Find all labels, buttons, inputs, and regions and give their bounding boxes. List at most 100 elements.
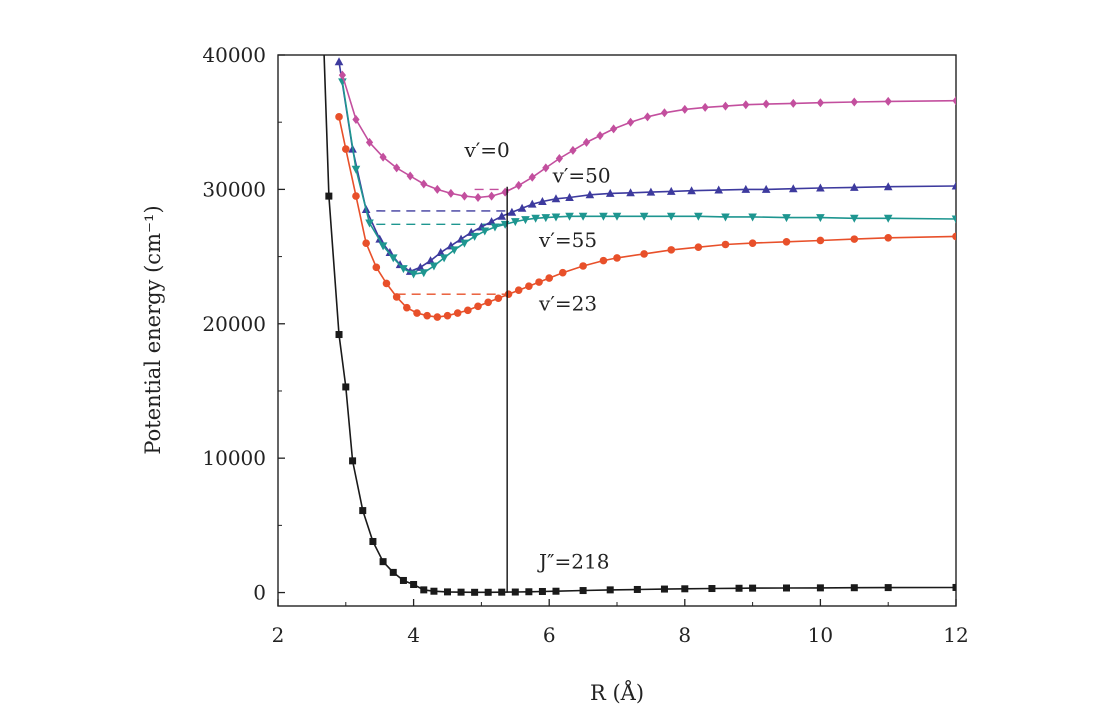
y-tick-label: 30000 (202, 177, 266, 201)
data-point (850, 235, 859, 243)
data-point (474, 192, 482, 202)
data-point (542, 163, 550, 173)
data-point (351, 165, 361, 174)
data-point (599, 212, 608, 221)
data-point (599, 256, 608, 265)
data-point (379, 558, 387, 566)
data-point (850, 214, 859, 223)
data-point (681, 104, 689, 114)
data-point (444, 588, 451, 596)
data-point (382, 279, 391, 288)
data-point (515, 180, 523, 190)
data-point (528, 172, 536, 182)
series-triangle-up (334, 57, 956, 275)
data-point (420, 179, 428, 189)
data-point (883, 214, 893, 223)
data-point (555, 153, 563, 163)
data-point (633, 585, 641, 593)
data-point (525, 588, 533, 596)
data-point (365, 137, 374, 147)
data-point (667, 246, 676, 254)
annotation-label: v′=50 (552, 164, 611, 188)
series-square (323, 55, 956, 596)
data-point (816, 214, 825, 223)
data-point (352, 192, 360, 200)
data-point (379, 152, 387, 162)
data-point (419, 269, 429, 278)
data-point (666, 212, 676, 221)
data-point (447, 188, 455, 198)
y-tick-label: 20000 (202, 312, 266, 336)
data-point (498, 588, 506, 596)
data-point (413, 309, 421, 317)
data-point (606, 586, 614, 594)
series-triangle-down (338, 78, 956, 279)
data-point (761, 184, 771, 193)
data-point (666, 186, 676, 195)
data-point (558, 268, 567, 277)
data-point (409, 270, 418, 279)
data-point (694, 243, 703, 251)
data-point (517, 203, 527, 212)
data-point (423, 311, 431, 320)
data-point (735, 584, 743, 592)
data-point (721, 240, 730, 249)
data-point (850, 97, 858, 107)
annotation-label: v′=23 (538, 291, 597, 315)
data-point (643, 112, 652, 122)
data-point (453, 309, 462, 317)
data-point (883, 182, 893, 191)
data-point (681, 585, 689, 593)
annotations: v′=0 v′=50 v′=55 v′=23 J″=218 (463, 138, 610, 573)
data-point (359, 507, 367, 515)
data-point (497, 211, 507, 220)
data-point (525, 282, 533, 290)
data-point (538, 587, 546, 595)
data-point (443, 311, 452, 320)
data-point (951, 215, 956, 224)
x-tick-label: 8 (678, 623, 691, 647)
data-point (388, 254, 398, 263)
annotation-label: v′=0 (463, 138, 509, 162)
data-point (531, 214, 540, 223)
data-point (579, 587, 587, 595)
data-point (578, 212, 588, 221)
data-point (480, 227, 490, 236)
y-tick-label: 10000 (202, 446, 266, 470)
data-point (694, 212, 703, 221)
data-point (378, 242, 388, 251)
data-point (782, 214, 791, 223)
data-point (470, 232, 479, 241)
data-point (952, 583, 956, 591)
series-line (338, 61, 956, 273)
vibrational-levels (376, 188, 509, 295)
data-point (426, 256, 435, 265)
data-point (511, 588, 519, 596)
data-point (362, 239, 370, 247)
data-point (708, 585, 716, 593)
data-point (514, 286, 523, 294)
data-point (342, 383, 350, 391)
data-point (612, 212, 622, 221)
data-point (457, 588, 465, 596)
series-diamond (338, 70, 956, 202)
data-point (816, 183, 825, 192)
data-point (816, 98, 824, 108)
data-point (487, 217, 496, 226)
data-point (507, 207, 517, 216)
data-point (433, 313, 442, 321)
data-point (433, 184, 441, 194)
data-point (349, 457, 357, 465)
data-point (504, 290, 513, 299)
data-point (439, 254, 449, 263)
y-axis-title: Potential energy (cm⁻¹) (141, 205, 165, 454)
data-point (342, 145, 350, 153)
series-group (323, 55, 956, 596)
series-line (341, 81, 956, 275)
data-point (538, 196, 547, 205)
data-point (742, 100, 750, 110)
data-point (660, 585, 668, 593)
data-point (389, 568, 397, 576)
data-point (325, 192, 333, 200)
data-point (610, 124, 618, 134)
